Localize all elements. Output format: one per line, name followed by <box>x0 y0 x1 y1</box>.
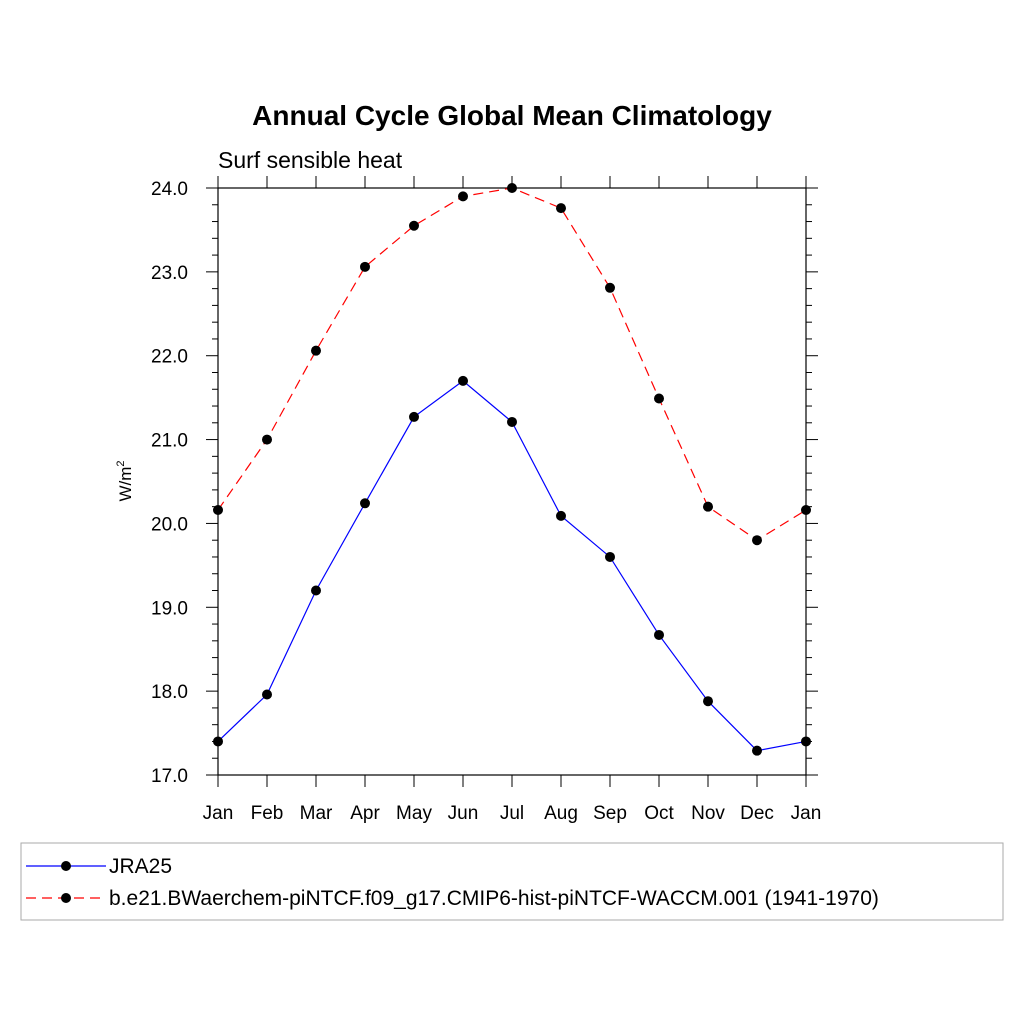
series-1-point <box>409 411 419 422</box>
y-tick-label: 21.0 <box>151 431 188 452</box>
series-2-point <box>605 282 615 293</box>
series-1-point <box>360 498 370 509</box>
series-2-point <box>262 434 272 445</box>
axes: 17.0 18.0 19.0 20.0 21.0 22.0 23.0 24.0 Jan Feb Ma… <box>151 176 821 824</box>
series-2-point <box>801 505 811 516</box>
series-2-point <box>507 183 517 193</box>
series-1-point <box>507 416 517 427</box>
x-tick-label: Jan <box>791 803 822 824</box>
series-1-point <box>311 585 321 596</box>
plot-frame <box>217 187 807 776</box>
x-tick-label: Jan <box>203 803 234 824</box>
y-tick-label: 18.0 <box>151 682 188 703</box>
series-2-point <box>213 505 223 516</box>
series-layer <box>213 183 811 756</box>
x-tick-label: Apr <box>350 803 380 824</box>
legend: JRA25 b.e21.BWaerchem-piNTCF.f09_g17.CMIP… <box>20 842 1004 921</box>
chart-subtitle: Surf sensible heat <box>218 147 403 173</box>
y-tick-label: 20.0 <box>151 514 188 535</box>
series-2-point <box>311 345 321 356</box>
series-2-point <box>409 220 419 231</box>
series-1-point <box>801 736 811 747</box>
x-tick-label: Jun <box>448 803 479 824</box>
series-1-point <box>262 689 272 700</box>
x-tick-label: Feb <box>251 803 284 824</box>
x-tick-label: Sep <box>593 803 627 824</box>
series-2-point <box>752 535 762 546</box>
series-2-point <box>654 393 664 404</box>
series-1-point <box>654 629 664 640</box>
series-1-point <box>556 510 566 521</box>
legend-label-1: JRA25 <box>109 855 172 878</box>
y-tick-label: 23.0 <box>151 263 188 284</box>
series-2-point <box>556 203 566 214</box>
series-1-point <box>458 375 468 386</box>
x-tick-label: Mar <box>300 803 333 824</box>
x-tick-label: Nov <box>691 803 725 824</box>
series-1-point <box>213 736 223 747</box>
y-axis-label: W/m2 <box>115 460 135 501</box>
x-tick-label: Jul <box>500 803 524 824</box>
x-tick-label: Oct <box>644 803 674 824</box>
series-2-point <box>703 501 713 512</box>
series-1-point <box>703 696 713 707</box>
y-tick-label: 24.0 <box>151 179 188 200</box>
series-1-point <box>605 551 615 562</box>
series-2-point <box>360 261 370 272</box>
x-tick-label: Dec <box>740 803 774 824</box>
y-tick-label: 19.0 <box>151 598 188 619</box>
x-tick-label: Aug <box>544 803 578 824</box>
series-1-point <box>752 745 762 756</box>
legend-marker-1 <box>61 861 71 871</box>
y-axis-label-text: W/m <box>116 467 135 502</box>
series-2-point <box>458 191 468 202</box>
chart-title: Annual Cycle Global Mean Climatology <box>252 100 772 131</box>
x-tick-label: May <box>396 803 432 824</box>
y-tick-label: 22.0 <box>151 347 188 368</box>
legend-label-2: b.e21.BWaerchem-piNTCF.f09_g17.CMIP6-his… <box>109 887 879 910</box>
legend-marker-2 <box>61 893 71 903</box>
y-axis-label-superscript: 2 <box>115 460 127 466</box>
legend-box <box>20 842 1004 921</box>
series-line-1 <box>217 380 807 752</box>
y-tick-label: 17.0 <box>151 766 188 787</box>
series-line-2 <box>217 187 807 541</box>
